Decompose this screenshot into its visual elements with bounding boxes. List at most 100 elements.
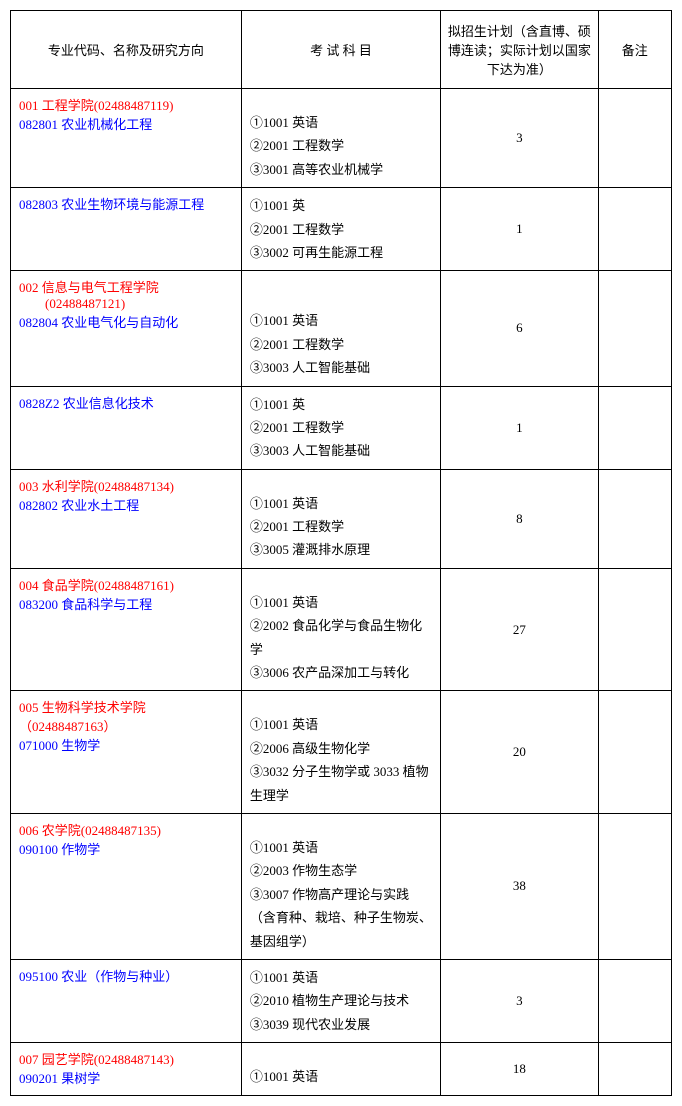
cell-plan: 1 xyxy=(441,386,598,469)
header-major: 专业代码、名称及研究方向 xyxy=(11,11,242,89)
cell-plan: 27 xyxy=(441,568,598,691)
exam-subject: ②2001 工程数学 xyxy=(250,416,432,439)
cell-exams: ①1001 英语②2001 工程数学③3001 高等农业机械学 xyxy=(241,89,440,188)
cell-note xyxy=(598,469,671,568)
exam-subject: ①1001 英 xyxy=(250,393,432,416)
header-note: 备注 xyxy=(598,11,671,89)
table-row: 003 水利学院(02488487134)082802 农业水土工程 ①1001… xyxy=(11,469,672,568)
table-row: 001 工程学院(02488487119)082801 农业机械化工程 ①100… xyxy=(11,89,672,188)
exam-subject: ③3007 作物高产理论与实践（含育种、栽培、种子生物炭、基因组学） xyxy=(250,883,432,953)
cell-major: 001 工程学院(02488487119)082801 农业机械化工程 xyxy=(11,89,242,188)
exam-subject: ①1001 英语 xyxy=(250,591,432,614)
exam-subject: ①1001 英语 xyxy=(250,492,432,515)
exam-subject: ②2010 植物生产理论与技术 xyxy=(250,989,432,1012)
exam-subject: ③3039 现代农业发展 xyxy=(250,1013,432,1036)
major-name: 090100 作物学 xyxy=(19,839,233,858)
exam-subject: ②2006 高级生物化学 xyxy=(250,737,432,760)
cell-exams: ①1001 英语 xyxy=(241,1043,440,1095)
cell-note xyxy=(598,386,671,469)
cell-major: 002 信息与电气工程学院(02488487121)082804 农业电气化与自… xyxy=(11,271,242,386)
header-row: 专业代码、名称及研究方向 考 试 科 目 拟招生计划（含直博、硕博连读；实际计划… xyxy=(11,11,672,89)
exam-subject: ③3005 灌溉排水原理 xyxy=(250,538,432,561)
dept-name: 007 园艺学院(02488487143) xyxy=(19,1049,233,1068)
cell-major: 082803 农业生物环境与能源工程 xyxy=(11,188,242,271)
cell-major: 006 农学院(02488487135)090100 作物学 xyxy=(11,813,242,959)
cell-note xyxy=(598,691,671,814)
cell-plan: 18 xyxy=(441,1043,598,1095)
exam-subject: ①1001 英语 xyxy=(250,966,432,989)
exam-subject: ③3006 农产品深加工与转化 xyxy=(250,661,432,684)
major-name: 082802 农业水土工程 xyxy=(19,495,233,514)
exam-subject: ①1001 英语 xyxy=(250,836,432,859)
cell-plan: 8 xyxy=(441,469,598,568)
major-name: 071000 生物学 xyxy=(19,735,233,754)
major-name: 095100 农业（作物与种业） xyxy=(19,966,233,985)
cell-note xyxy=(598,959,671,1042)
table-row: 095100 农业（作物与种业） ①1001 英语②2010 植物生产理论与技术③… xyxy=(11,959,672,1042)
exam-subject: ①1001 英语 xyxy=(250,111,432,134)
exam-subject: ②2001 工程数学 xyxy=(250,515,432,538)
exam-subject: ②2001 工程数学 xyxy=(250,134,432,157)
exam-subject: ①1001 英语 xyxy=(250,713,432,736)
header-plan: 拟招生计划（含直博、硕博连读；实际计划以国家下达为准） xyxy=(441,11,598,89)
major-name: 090201 果树学 xyxy=(19,1068,233,1087)
exam-subject: ③3003 人工智能基础 xyxy=(250,439,432,462)
cell-exams: ①1001 英②2001 工程数学③3002 可再生能源工程 xyxy=(241,188,440,271)
cell-plan: 6 xyxy=(441,271,598,386)
cell-major: 0828Z2 农业信息化技术 xyxy=(11,386,242,469)
major-name: 082803 农业生物环境与能源工程 xyxy=(19,194,233,213)
table-row: 006 农学院(02488487135)090100 作物学 ①1001 英语②… xyxy=(11,813,672,959)
exam-subject: ③3003 人工智能基础 xyxy=(250,356,432,379)
cell-exams: ①1001 英②2001 工程数学③3003 人工智能基础 xyxy=(241,386,440,469)
cell-major: 095100 农业（作物与种业） xyxy=(11,959,242,1042)
cell-major: 003 水利学院(02488487134)082802 农业水土工程 xyxy=(11,469,242,568)
dept-name: 003 水利学院(02488487134) xyxy=(19,476,233,495)
cell-note xyxy=(598,89,671,188)
cell-exams: ①1001 英语②2010 植物生产理论与技术③3039 现代农业发展 xyxy=(241,959,440,1042)
major-name: 082804 农业电气化与自动化 xyxy=(19,312,233,331)
table-row: 004 食品学院(02488487161)083200 食品科学与工程 ①100… xyxy=(11,568,672,691)
table-row: 082803 农业生物环境与能源工程 ①1001 英②2001 工程数学③3002… xyxy=(11,188,672,271)
catalog-table: 专业代码、名称及研究方向 考 试 科 目 拟招生计划（含直博、硕博连读；实际计划… xyxy=(10,10,672,1096)
table-row: 0828Z2 农业信息化技术 ①1001 英②2001 工程数学③3003 人工智… xyxy=(11,386,672,469)
cell-plan: 3 xyxy=(441,89,598,188)
cell-plan: 38 xyxy=(441,813,598,959)
dept-name: 006 农学院(02488487135) xyxy=(19,820,233,839)
cell-exams: ①1001 英语②2001 工程数学③3003 人工智能基础 xyxy=(241,271,440,386)
cell-note xyxy=(598,813,671,959)
cell-note xyxy=(598,1043,671,1095)
exam-subject: ②2002 食品化学与食品生物化学 xyxy=(250,614,432,661)
dept-name: 004 食品学院(02488487161) xyxy=(19,575,233,594)
exam-subject: ②2001 工程数学 xyxy=(250,218,432,241)
cell-exams: ①1001 英语②2003 作物生态学③3007 作物高产理论与实践（含育种、栽… xyxy=(241,813,440,959)
exam-subject: ③3001 高等农业机械学 xyxy=(250,158,432,181)
exam-subject: ①1001 英 xyxy=(250,194,432,217)
major-name: 082801 农业机械化工程 xyxy=(19,114,233,133)
cell-major: 005 生物科学技术学院（02488487163）071000 生物学 xyxy=(11,691,242,814)
cell-note xyxy=(598,271,671,386)
cell-major: 004 食品学院(02488487161)083200 食品科学与工程 xyxy=(11,568,242,691)
cell-exams: ①1001 英语②2006 高级生物化学③3032 分子生物学或 3033 植物… xyxy=(241,691,440,814)
header-exam: 考 试 科 目 xyxy=(241,11,440,89)
dept-name: 002 信息与电气工程学院 xyxy=(19,277,233,296)
cell-exams: ①1001 英语②2001 工程数学③3005 灌溉排水原理 xyxy=(241,469,440,568)
exam-subject: ②2003 作物生态学 xyxy=(250,859,432,882)
major-name: 0828Z2 农业信息化技术 xyxy=(19,393,233,412)
cell-plan: 20 xyxy=(441,691,598,814)
dept-name: 005 生物科学技术学院（02488487163） xyxy=(19,697,233,735)
table-row: 002 信息与电气工程学院(02488487121)082804 农业电气化与自… xyxy=(11,271,672,386)
cell-plan: 3 xyxy=(441,959,598,1042)
cell-note xyxy=(598,188,671,271)
exam-subject: ③3032 分子生物学或 3033 植物生理学 xyxy=(250,760,432,807)
exam-subject: ②2001 工程数学 xyxy=(250,333,432,356)
cell-plan: 1 xyxy=(441,188,598,271)
exam-subject: ①1001 英语 xyxy=(250,309,432,332)
major-name: 083200 食品科学与工程 xyxy=(19,594,233,613)
dept-phone: (02488487121) xyxy=(19,296,233,312)
exam-subject: ①1001 英语 xyxy=(250,1065,432,1088)
dept-name: 001 工程学院(02488487119) xyxy=(19,95,233,114)
table-row: 005 生物科学技术学院（02488487163）071000 生物学 ①100… xyxy=(11,691,672,814)
exam-subject: ③3002 可再生能源工程 xyxy=(250,241,432,264)
table-row: 007 园艺学院(02488487143)090201 果树学 ①1001 英语… xyxy=(11,1043,672,1095)
cell-major: 007 园艺学院(02488487143)090201 果树学 xyxy=(11,1043,242,1095)
